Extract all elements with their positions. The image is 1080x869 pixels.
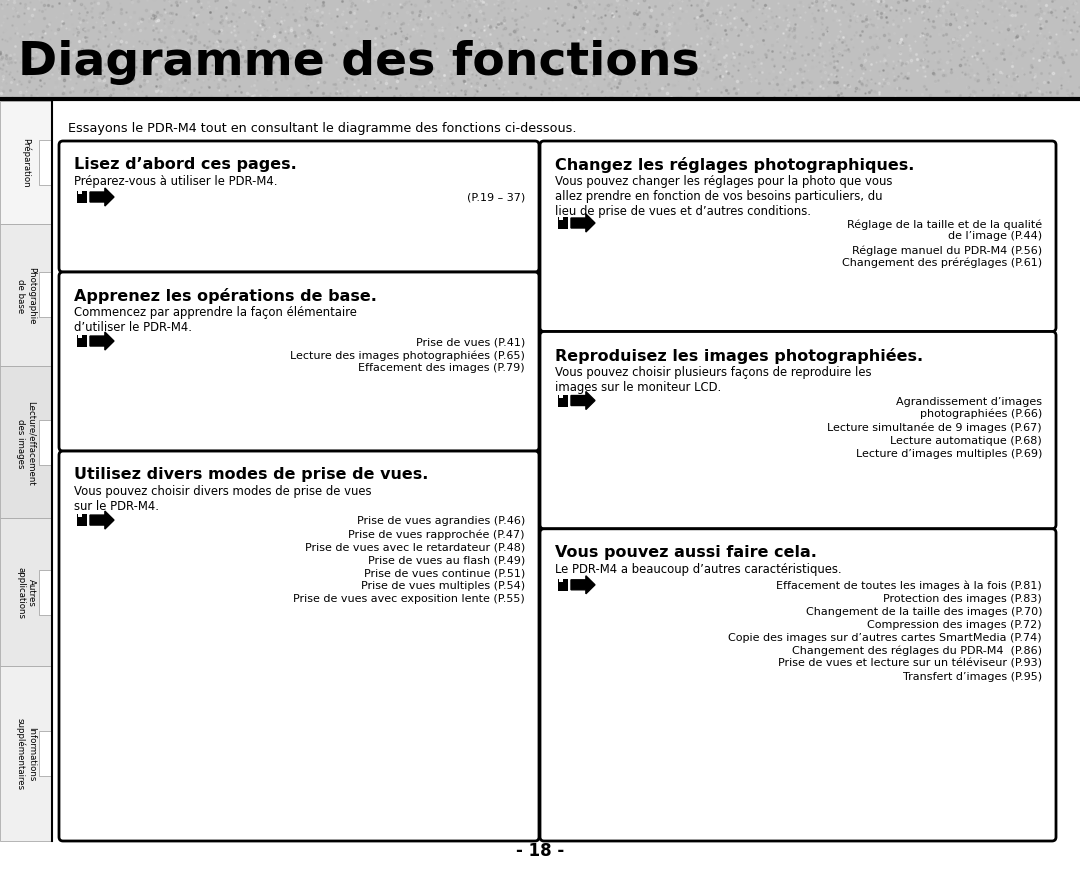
- FancyBboxPatch shape: [39, 570, 52, 615]
- Text: Changez les réglages photographiques.: Changez les réglages photographiques.: [555, 156, 915, 173]
- Text: Effacement de toutes les images à la fois (P.81): Effacement de toutes les images à la foi…: [777, 580, 1042, 591]
- FancyBboxPatch shape: [0, 102, 52, 224]
- FancyBboxPatch shape: [559, 218, 563, 221]
- Text: Réglage manuel du PDR-M4 (P.56): Réglage manuel du PDR-M4 (P.56): [852, 245, 1042, 255]
- Text: Prise de vues agrandies (P.46): Prise de vues agrandies (P.46): [356, 515, 525, 526]
- Text: Commencez par apprendre la façon élémentaire
d’utiliser le PDR-M4.: Commencez par apprendre la façon élément…: [75, 306, 356, 334]
- Polygon shape: [90, 189, 114, 207]
- Polygon shape: [571, 392, 595, 410]
- FancyBboxPatch shape: [39, 731, 52, 776]
- Text: Apprenez les opérations de base.: Apprenez les opérations de base.: [75, 288, 377, 303]
- Text: Changement de la taille des images (P.70): Changement de la taille des images (P.70…: [806, 606, 1042, 616]
- Text: Lecture simultanée de 9 images (P.67): Lecture simultanée de 9 images (P.67): [827, 422, 1042, 433]
- FancyBboxPatch shape: [0, 224, 52, 367]
- FancyBboxPatch shape: [559, 579, 563, 582]
- FancyBboxPatch shape: [78, 514, 82, 517]
- FancyBboxPatch shape: [78, 335, 82, 339]
- Text: Lecture automatique (P.68): Lecture automatique (P.68): [890, 435, 1042, 445]
- FancyBboxPatch shape: [39, 421, 52, 466]
- FancyBboxPatch shape: [540, 142, 1056, 332]
- Polygon shape: [571, 215, 595, 233]
- FancyBboxPatch shape: [558, 395, 568, 407]
- FancyBboxPatch shape: [78, 192, 82, 195]
- Text: Prise de vues et lecture sur un téléviseur (P.93): Prise de vues et lecture sur un télévise…: [778, 658, 1042, 668]
- Text: Le PDR-M4 a beaucoup d’autres caractéristiques.: Le PDR-M4 a beaucoup d’autres caractéris…: [555, 562, 841, 575]
- Text: Changement des préréglages (P.61): Changement des préréglages (P.61): [842, 258, 1042, 269]
- Text: Effacement des images (P.79): Effacement des images (P.79): [359, 362, 525, 373]
- Text: Lecture des images photographiées (P.65): Lecture des images photographiées (P.65): [291, 349, 525, 360]
- Text: Compression des images (P.72): Compression des images (P.72): [867, 619, 1042, 629]
- Text: Prise de vues rapprochée (P.47): Prise de vues rapprochée (P.47): [349, 528, 525, 539]
- FancyBboxPatch shape: [540, 332, 1056, 529]
- Polygon shape: [571, 576, 595, 594]
- Text: Prise de vues (P.41): Prise de vues (P.41): [416, 336, 525, 347]
- FancyBboxPatch shape: [59, 273, 539, 452]
- Text: Agrandissement d’images
photographiées (P.66): Agrandissement d’images photographiées (…: [896, 396, 1042, 418]
- FancyBboxPatch shape: [0, 0, 1080, 100]
- FancyBboxPatch shape: [77, 192, 87, 203]
- FancyBboxPatch shape: [540, 529, 1056, 841]
- Text: Prise de vues continue (P.51): Prise de vues continue (P.51): [364, 567, 525, 577]
- Text: Autres
applications: Autres applications: [16, 567, 36, 619]
- Text: Utilisez divers modes de prise de vues.: Utilisez divers modes de prise de vues.: [75, 467, 429, 481]
- Text: - 18 -: - 18 -: [516, 841, 564, 859]
- Text: Prise de vues multiples (P.54): Prise de vues multiples (P.54): [361, 580, 525, 590]
- Text: (P.19 – 37): (P.19 – 37): [467, 193, 525, 202]
- FancyBboxPatch shape: [59, 452, 539, 841]
- FancyBboxPatch shape: [39, 141, 52, 186]
- Text: Lisez d’abord ces pages.: Lisez d’abord ces pages.: [75, 156, 297, 172]
- Text: Transfert d’images (P.95): Transfert d’images (P.95): [903, 671, 1042, 681]
- Text: Vous pouvez choisir plusieurs façons de reproduire les
images sur le moniteur LC: Vous pouvez choisir plusieurs façons de …: [555, 365, 872, 393]
- FancyBboxPatch shape: [77, 335, 87, 348]
- Text: Protection des images (P.83): Protection des images (P.83): [883, 594, 1042, 603]
- Text: Prise de vues au flash (P.49): Prise de vues au flash (P.49): [368, 554, 525, 564]
- FancyBboxPatch shape: [0, 519, 52, 667]
- Text: Lecture d’images multiples (P.69): Lecture d’images multiples (P.69): [855, 448, 1042, 458]
- Text: Copie des images sur d’autres cartes SmartMedia (P.74): Copie des images sur d’autres cartes Sma…: [728, 632, 1042, 642]
- Text: Vous pouvez changer les réglages pour la photo que vous
allez prendre en fonctio: Vous pouvez changer les réglages pour la…: [555, 175, 892, 218]
- FancyBboxPatch shape: [77, 514, 87, 527]
- Text: Diagramme des fonctions: Diagramme des fonctions: [18, 40, 700, 85]
- Text: Prise de vues avec exposition lente (P.55): Prise de vues avec exposition lente (P.5…: [294, 594, 525, 603]
- Text: Préparation: Préparation: [22, 138, 30, 188]
- Text: Vous pouvez aussi faire cela.: Vous pouvez aussi faire cela.: [555, 544, 816, 559]
- Polygon shape: [90, 512, 114, 529]
- Text: Photographie
de base: Photographie de base: [16, 267, 36, 324]
- Text: Lecture/effacement
des images: Lecture/effacement des images: [16, 401, 36, 485]
- FancyBboxPatch shape: [39, 273, 52, 318]
- FancyBboxPatch shape: [558, 579, 568, 591]
- FancyBboxPatch shape: [59, 142, 539, 273]
- Text: Vous pouvez choisir divers modes de prise de vues
sur le PDR-M4.: Vous pouvez choisir divers modes de pris…: [75, 485, 372, 513]
- Text: Essayons le PDR-M4 tout en consultant le diagramme des fonctions ci-dessous.: Essayons le PDR-M4 tout en consultant le…: [68, 122, 577, 135]
- Text: Réglage de la taille et de la qualité
de l’image (P.44): Réglage de la taille et de la qualité de…: [847, 219, 1042, 241]
- Text: Changement des réglages du PDR-M4  (P.86): Changement des réglages du PDR-M4 (P.86): [792, 645, 1042, 655]
- FancyBboxPatch shape: [0, 667, 52, 841]
- FancyBboxPatch shape: [558, 218, 568, 229]
- Text: Reproduisez les images photographiées.: Reproduisez les images photographiées.: [555, 347, 923, 363]
- FancyBboxPatch shape: [0, 367, 52, 519]
- Text: Prise de vues avec le retardateur (P.48): Prise de vues avec le retardateur (P.48): [305, 541, 525, 552]
- Text: Informations
supplémentaires: Informations supplémentaires: [16, 718, 36, 790]
- FancyBboxPatch shape: [559, 395, 563, 398]
- Text: Préparez-vous à utiliser le PDR-M4.: Préparez-vous à utiliser le PDR-M4.: [75, 175, 278, 188]
- Polygon shape: [90, 333, 114, 350]
